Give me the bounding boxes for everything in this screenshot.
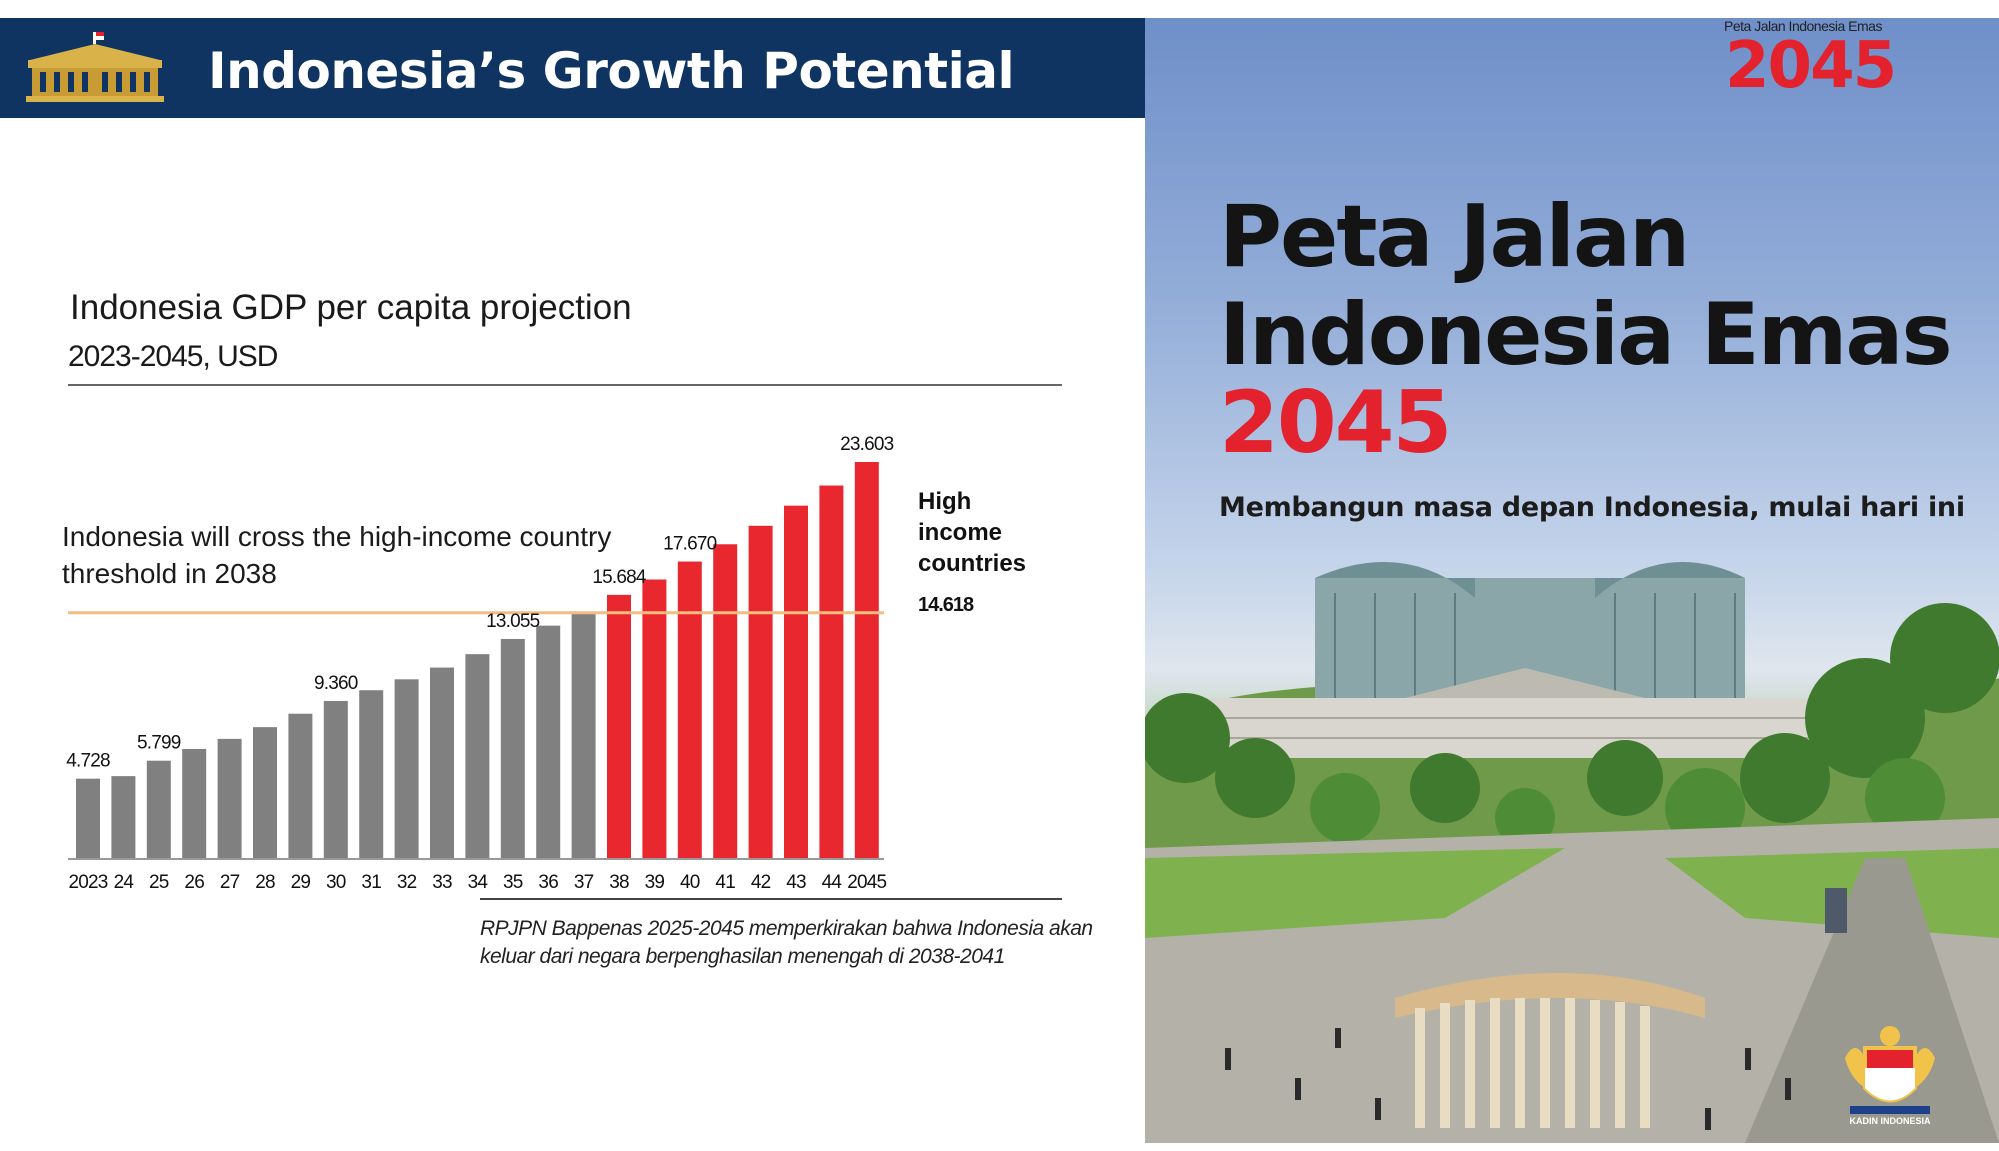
x-tick-label: 25 <box>149 872 169 893</box>
page-title: Indonesia’s Growth Potential <box>208 42 1015 100</box>
bar-26 <box>182 748 207 858</box>
bar-value-label: 5.799 <box>137 733 181 754</box>
poster-title-line1: Peta Jalan <box>1219 187 1690 287</box>
x-tick-label: 24 <box>114 872 135 893</box>
x-tick-label: 29 <box>291 872 311 893</box>
threshold-legend-label: High income countries <box>918 488 1027 577</box>
poster-title-line2: Indonesia Emas <box>1219 285 1953 385</box>
threshold-value-label: 14.618 <box>918 594 974 616</box>
poster-small-caption: Peta Jalan Indonesia Emas <box>1724 18 1882 34</box>
city-illustration <box>1145 562 1999 1143</box>
bar-34 <box>465 654 490 858</box>
chart-title: Indonesia GDP per capita projection <box>70 288 632 327</box>
x-tick-label: 33 <box>432 872 452 893</box>
slide-header: Indonesia’s Growth Potential <box>0 18 1145 118</box>
poster-title: Peta Jalan Indonesia Emas <box>1219 187 1953 385</box>
x-tick-label: 43 <box>786 872 806 893</box>
bar-30 <box>323 700 348 858</box>
bar-33 <box>430 667 454 858</box>
gdp-bar-chart: 2023 24 25 26 27 28 29 30 31 32 33 34 35 36 37 38 39 40 41… <box>66 434 894 893</box>
x-tick-label: 37 <box>574 872 594 893</box>
bar-39 <box>642 579 667 858</box>
footnote: RPJPN Bappenas 2025-2045 memperkirakan b… <box>480 917 1093 968</box>
x-tick-label: 35 <box>503 872 523 893</box>
x-tick-label: 2045 <box>847 872 886 893</box>
x-tick-label: 32 <box>397 872 417 893</box>
bar-29 <box>288 713 313 858</box>
bar-2045 <box>854 462 879 858</box>
bar-value-label: 15.684 <box>592 567 647 588</box>
bar-44 <box>819 485 844 858</box>
presidential-palace-icon <box>22 30 168 106</box>
bar-value-label: 23.603 <box>840 434 894 455</box>
bar-36 <box>536 625 561 858</box>
bar-31 <box>359 690 384 858</box>
x-tick-label: 26 <box>184 872 204 893</box>
footnote-divider <box>480 898 1062 900</box>
x-tick-label: 36 <box>538 872 558 893</box>
bar-35 <box>500 638 525 858</box>
bar-40 <box>677 561 702 858</box>
x-tick-label: 31 <box>361 872 381 893</box>
bar-37 <box>571 613 596 858</box>
x-tick-label: 38 <box>609 872 629 893</box>
bar-41 <box>713 544 738 858</box>
poster-year: 2045 <box>1219 373 1452 473</box>
threshold-annotation: Indonesia will cross the high-income cou… <box>62 521 612 589</box>
x-tick-label: 34 <box>468 872 489 893</box>
bar-2023 <box>76 778 100 858</box>
x-tick-label: 42 <box>751 872 771 893</box>
kadin-indonesia-emblem-icon <box>1845 1026 1935 1114</box>
bar-25 <box>146 760 171 858</box>
bar-38 <box>607 594 631 858</box>
bar-value-label: 9.360 <box>314 673 358 694</box>
x-tick-label: 41 <box>715 872 735 893</box>
bar-32 <box>394 679 419 858</box>
bar-27 <box>217 738 242 858</box>
x-tick-label: 27 <box>220 872 240 893</box>
x-tick-label: 39 <box>645 872 665 893</box>
x-tick-label: 30 <box>326 872 346 893</box>
bar-28 <box>253 727 277 858</box>
x-tick-label: 40 <box>680 872 700 893</box>
bar-value-label: 17.670 <box>663 534 717 555</box>
bar-43 <box>784 505 808 858</box>
bar-42 <box>748 525 773 858</box>
poster-year-logo: 2045 <box>1725 29 1897 103</box>
x-tick-label: 28 <box>255 872 275 893</box>
poster-tagline: Membangun masa depan Indonesia, mulai ha… <box>1219 492 1965 523</box>
chart-subtitle: 2023-2045, USD <box>68 340 278 373</box>
bar-value-label: 4.728 <box>66 751 110 772</box>
x-tick-label: 2023 <box>68 872 107 893</box>
bar-value-label: 13.055 <box>486 611 540 632</box>
kadin-logo-caption: KADIN INDONESIA <box>1849 1116 1931 1126</box>
title-divider <box>68 384 1062 386</box>
bar-24 <box>111 776 136 858</box>
x-tick-label: 44 <box>822 872 843 893</box>
roadmap-poster: Peta Jalan Indonesia Emas 2045 Peta Jala… <box>1145 18 1999 1143</box>
